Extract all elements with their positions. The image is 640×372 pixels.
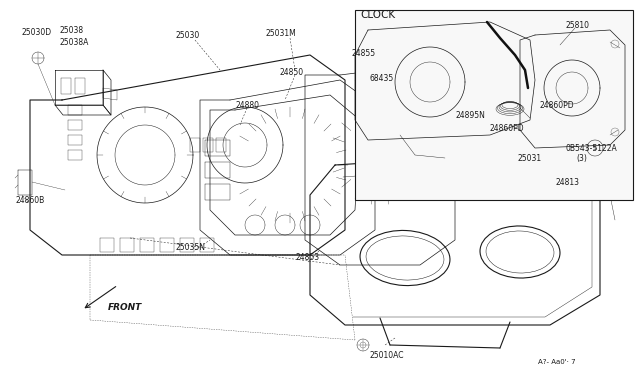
Bar: [355, 10, 633, 200]
Text: 25035N: 25035N: [175, 244, 205, 253]
Text: 24860PD: 24860PD: [490, 124, 525, 132]
Text: 24880: 24880: [235, 100, 259, 109]
Text: FRONT: FRONT: [108, 304, 142, 312]
Text: CLOCK: CLOCK: [360, 10, 395, 20]
Text: 25810: 25810: [566, 20, 590, 29]
Text: 25038A: 25038A: [60, 38, 90, 46]
Text: 24853: 24853: [295, 253, 319, 263]
Text: 25031M: 25031M: [265, 29, 296, 38]
Text: 25010AC: 25010AC: [370, 350, 404, 359]
Text: 24895N: 24895N: [456, 110, 486, 119]
Text: 24860B: 24860B: [15, 196, 44, 205]
Text: S: S: [593, 145, 597, 151]
Text: (3): (3): [576, 154, 587, 163]
Text: 24855: 24855: [352, 48, 376, 58]
Text: 24860PD: 24860PD: [540, 100, 575, 109]
Text: 0B543-5122A: 0B543-5122A: [565, 144, 617, 153]
Text: 25030D: 25030D: [22, 28, 52, 36]
Text: 68435: 68435: [370, 74, 394, 83]
Text: 24850: 24850: [280, 67, 304, 77]
Text: 25030: 25030: [175, 31, 199, 39]
Text: A?- Aa0'· 7: A?- Aa0'· 7: [538, 359, 575, 365]
Text: 25031: 25031: [517, 154, 541, 163]
Text: 24813: 24813: [555, 177, 579, 186]
Text: 25038: 25038: [60, 26, 84, 35]
